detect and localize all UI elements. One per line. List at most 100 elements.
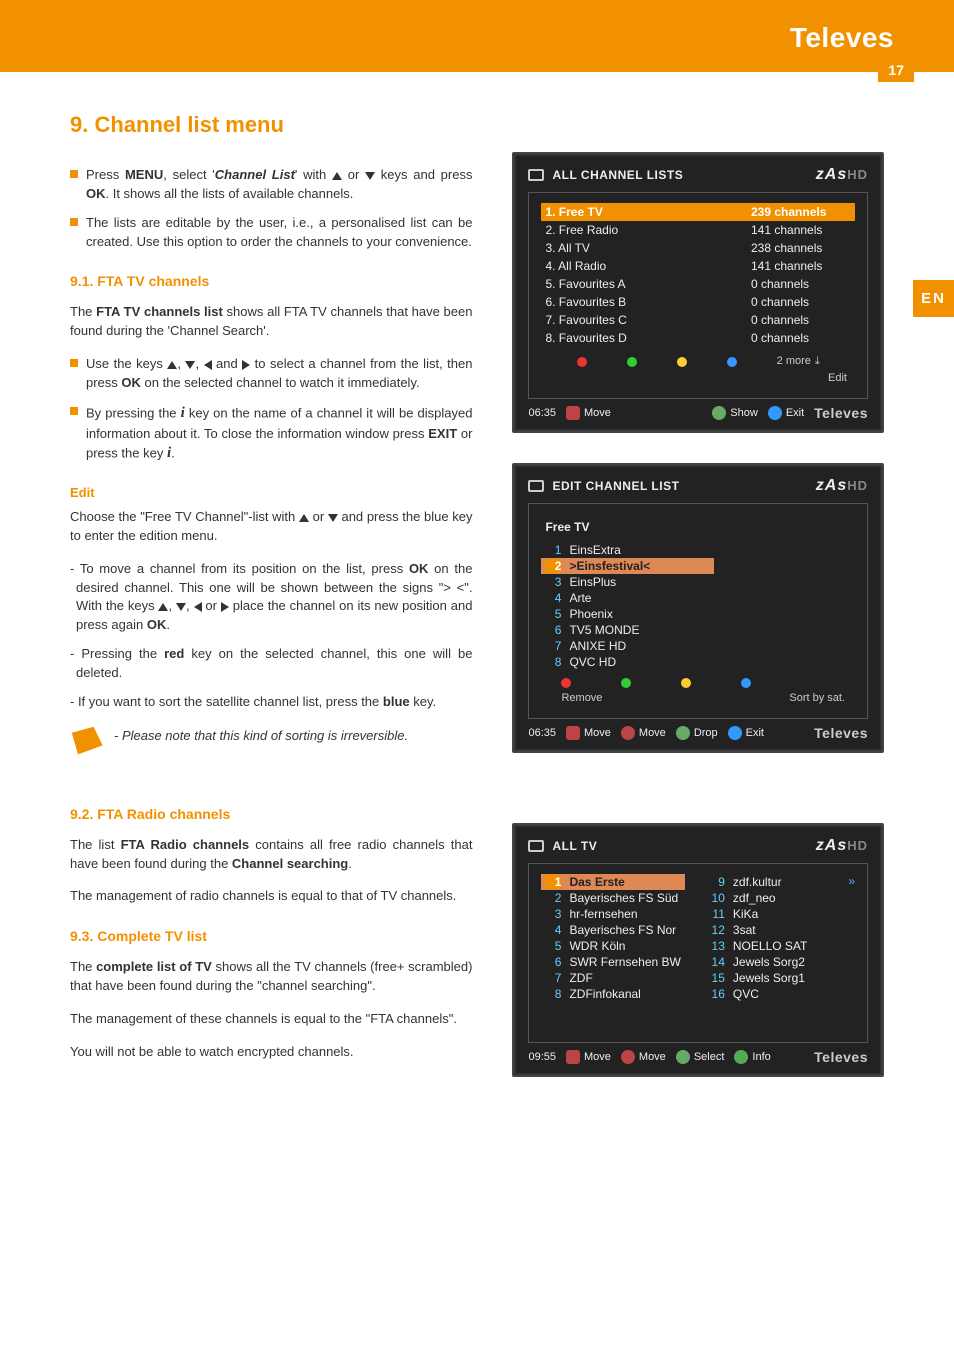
- channel-list-row: 8. Favourites D0 channels: [541, 329, 855, 347]
- channel-row: 14Jewels Sorg2: [705, 954, 848, 970]
- edit-step-1: - To move a channel from its position on…: [70, 560, 472, 635]
- channel-row: 15Jewels Sorg1: [705, 970, 848, 986]
- channel-row: 8ZDFinfokanal: [541, 986, 684, 1002]
- blue-dot-icon: [727, 357, 737, 367]
- channel-row: 11KiKa: [705, 906, 848, 922]
- info-key: Info: [734, 1050, 770, 1064]
- red-dot-icon: [561, 678, 571, 688]
- zas-logo: zAsHD: [816, 477, 868, 495]
- edit-paragraph: Choose the "Free TV Channel"-list with o…: [70, 508, 472, 546]
- channel-row: 9zdf.kultur: [705, 874, 848, 890]
- channel-list-row: 1. Free TV239 channels: [541, 203, 855, 221]
- brand-small: Televes: [814, 725, 868, 741]
- channel-row: 6SWR Fernsehen BW: [541, 954, 684, 970]
- intro-bullet-2: The lists are editable by the user, i.e.…: [70, 214, 472, 252]
- tv-panel-all-lists: ALL CHANNEL LISTS zAsHD 1. Free TV239 ch…: [512, 152, 884, 433]
- move-key: Move: [566, 1050, 611, 1064]
- zas-logo: zAsHD: [816, 837, 868, 855]
- channel-list-row: 2. Free Radio141 channels: [541, 221, 855, 239]
- paragraph-91: The FTA TV channels list shows all FTA T…: [70, 303, 472, 341]
- paragraph-92b: The management of radio channels is equa…: [70, 887, 472, 906]
- exit-key: Exit: [728, 726, 764, 740]
- panel1-time: 06:35: [528, 407, 556, 419]
- paragraph-93a: The complete list of TV shows all the TV…: [70, 958, 472, 996]
- move-key: Move: [566, 726, 611, 740]
- language-tab: EN: [913, 280, 954, 317]
- tv-panel-all-tv: ALL TV zAsHD » 1Das Erste2Bayerisches FS…: [512, 823, 884, 1077]
- paragraph-92a: The list FTA Radio channels contains all…: [70, 836, 472, 874]
- channel-list-row: 6. Favourites B0 channels: [541, 293, 855, 311]
- channel-row: 3EinsPlus: [541, 574, 713, 590]
- up-icon: [332, 172, 342, 180]
- main-text-column: 9. Channel list menu Press MENU, select …: [70, 112, 472, 1077]
- panel3-time: 09:55: [528, 1051, 556, 1063]
- bullet-icon: [70, 170, 78, 178]
- brand-logo: Televes: [790, 22, 894, 54]
- heading-93: 9.3. Complete TV list: [70, 928, 472, 944]
- channel-row: 4Arte: [541, 590, 713, 606]
- channel-list-row: 3. All TV238 channels: [541, 239, 855, 257]
- edit-step-2: - Pressing the red key on the selected c…: [70, 645, 472, 683]
- heading-92: 9.2. FTA Radio channels: [70, 806, 472, 822]
- show-key: Show: [712, 406, 758, 420]
- channel-row: 7ZDF: [541, 970, 684, 986]
- note-row: - Please note that this kind of sorting …: [70, 728, 472, 756]
- channel-row: 123sat: [705, 922, 848, 938]
- channel-row: 16QVC: [705, 986, 848, 1002]
- red-dot-icon: [577, 357, 587, 367]
- edit-hint: Edit: [541, 372, 847, 384]
- zas-logo: zAsHD: [816, 166, 868, 184]
- intro-bullet-1: Press MENU, select 'Channel List' with o…: [70, 166, 472, 204]
- page-number-tab: 17: [878, 58, 914, 82]
- channel-row: 1EinsExtra: [541, 542, 713, 558]
- section-title: 9. Channel list menu: [70, 112, 472, 138]
- bullet-icon: [70, 218, 78, 226]
- green-dot-icon: [627, 357, 637, 367]
- green-dot-icon: [621, 678, 631, 688]
- channel-row: 5Phoenix: [541, 606, 713, 622]
- note-icon: [68, 726, 104, 758]
- tv-panel-edit-list: EDIT CHANNEL LIST zAsHD Free TV 1EinsExt…: [512, 463, 884, 753]
- channel-row: 6TV5 MONDE: [541, 622, 713, 638]
- channel-list-row: 5. Favourites A0 channels: [541, 275, 855, 293]
- channel-row: 7ANIXE HD: [541, 638, 713, 654]
- bullet-91b: By pressing the i key on the name of a c…: [70, 403, 472, 465]
- panel3-title: ALL TV: [552, 839, 597, 853]
- paragraph-93b: The management of these channels is equa…: [70, 1010, 472, 1029]
- remove-hint: Remove: [561, 692, 602, 704]
- channel-row: 1Das Erste: [541, 874, 684, 890]
- brand-small: Televes: [814, 1049, 868, 1065]
- tv-icon: [528, 840, 544, 852]
- more-label: 2 more⤓: [777, 355, 820, 368]
- bullet-91a: Use the keys , , and to select a channel…: [70, 355, 472, 393]
- bullet-icon: [70, 359, 78, 367]
- screenshots-column: ALL CHANNEL LISTS zAsHD 1. Free TV239 ch…: [512, 112, 884, 1077]
- channel-list-row: 4. All Radio141 channels: [541, 257, 855, 275]
- channel-row: 2>Einsfestival<: [541, 558, 713, 574]
- drop-key: Drop: [676, 726, 718, 740]
- select-key: Select: [676, 1050, 725, 1064]
- page-arrow-icon: »: [848, 874, 855, 888]
- sort-hint: Sort by sat.: [789, 692, 845, 704]
- move-lr-key: Move: [621, 726, 666, 740]
- paragraph-93c: You will not be able to watch encrypted …: [70, 1043, 472, 1062]
- note-text: - Please note that this kind of sorting …: [114, 728, 408, 743]
- edit-heading: Edit: [70, 485, 472, 500]
- brand-small: Televes: [814, 405, 868, 421]
- edit-step-3: - If you want to sort the satellite chan…: [70, 693, 472, 712]
- channel-row: 10zdf_neo: [705, 890, 848, 906]
- channel-row: 8QVC HD: [541, 654, 713, 670]
- channel-row: 5WDR Köln: [541, 938, 684, 954]
- top-banner: Televes: [0, 0, 954, 72]
- blue-dot-icon: [741, 678, 751, 688]
- panel2-subtitle: Free TV: [545, 520, 855, 534]
- panel2-title: EDIT CHANNEL LIST: [552, 479, 679, 493]
- down-icon: [365, 172, 375, 180]
- move-key: Move: [566, 406, 611, 420]
- channel-row: 13NOELLO SAT: [705, 938, 848, 954]
- yellow-dot-icon: [681, 678, 691, 688]
- tv-icon: [528, 480, 544, 492]
- yellow-dot-icon: [677, 357, 687, 367]
- panel2-time: 06:35: [528, 727, 556, 739]
- exit-key: Exit: [768, 406, 804, 420]
